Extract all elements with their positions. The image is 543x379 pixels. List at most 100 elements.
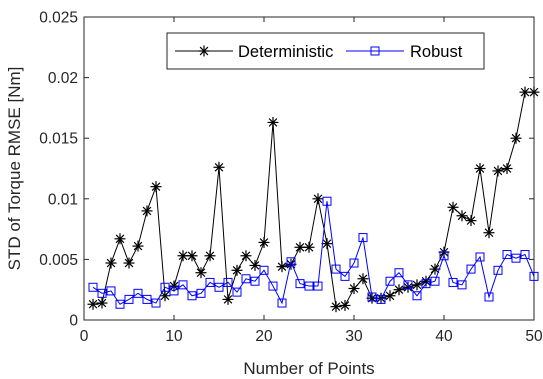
data-point-robust <box>376 294 386 304</box>
data-point-robust <box>295 279 305 289</box>
data-point-robust <box>385 276 395 286</box>
data-point-deterministic <box>141 205 153 217</box>
marker-stroke <box>214 162 224 172</box>
data-point-deterministic <box>510 132 522 144</box>
marker-stroke <box>169 281 179 291</box>
y-tick-label: 0.025 <box>39 10 78 27</box>
data-point-deterministic <box>267 116 279 128</box>
y-axis-ticks: 0 0.005 0.01 0.015 0.02 0.025 <box>39 10 534 330</box>
data-point-robust <box>106 286 116 296</box>
data-point-robust <box>88 282 98 292</box>
data-point-deterministic <box>465 215 477 227</box>
marker-stroke <box>430 264 440 274</box>
y-tick-label: 0.02 <box>48 70 78 87</box>
data-point-robust <box>196 288 206 298</box>
data-point-robust <box>493 265 503 275</box>
legend-entry-robust: Robust <box>346 43 463 61</box>
data-point-deterministic <box>258 236 270 248</box>
data-point-deterministic <box>348 282 360 294</box>
data-point-robust <box>520 250 530 260</box>
data-point-robust <box>403 280 413 290</box>
data-point-robust <box>340 271 350 281</box>
data-point-deterministic <box>393 284 405 296</box>
data-point-robust <box>151 298 161 308</box>
data-point-deterministic <box>321 238 333 250</box>
data-point-robust <box>511 253 521 263</box>
marker-stroke <box>259 238 269 247</box>
data-point-deterministic <box>96 297 108 309</box>
marker-stroke <box>232 265 242 275</box>
marker-stroke <box>250 261 260 270</box>
data-point-robust <box>124 294 134 304</box>
legend-marker-deterministic <box>198 45 210 57</box>
data-point-robust <box>475 252 485 262</box>
marker-stroke <box>199 46 209 56</box>
data-point-deterministic <box>303 241 315 253</box>
marker-stroke <box>493 166 503 176</box>
marker-stroke <box>223 295 233 304</box>
marker-stroke <box>295 242 305 252</box>
data-point-robust <box>169 286 179 296</box>
marker-stroke <box>394 285 404 295</box>
marker-stroke <box>88 299 98 309</box>
data-point-deterministic <box>312 193 324 205</box>
marker-stroke <box>268 118 278 127</box>
data-point-robust <box>304 281 314 291</box>
y-tick-label: 0.005 <box>39 252 78 269</box>
data-point-robust <box>259 265 269 275</box>
data-point-deterministic <box>87 298 99 310</box>
y-tick-label: 0 <box>69 313 78 330</box>
data-point-robust <box>430 276 440 286</box>
marker-stroke <box>277 262 287 271</box>
x-tick-label: 40 <box>435 328 453 345</box>
data-point-deterministic <box>123 257 135 269</box>
x-tick-label: 20 <box>255 328 273 345</box>
marker-stroke <box>421 276 431 286</box>
x-tick-label: 0 <box>80 328 89 345</box>
data-point-robust <box>349 258 359 268</box>
x-tick-label: 10 <box>165 328 183 345</box>
marker-stroke <box>97 298 107 308</box>
data-point-robust <box>178 280 188 290</box>
series-robust <box>88 196 539 309</box>
legend-marker-robust <box>370 46 380 56</box>
data-point-robust <box>277 298 287 308</box>
data-point-robust <box>439 251 449 261</box>
data-point-robust <box>313 281 323 291</box>
data-point-robust <box>466 264 476 274</box>
data-point-robust <box>286 257 296 267</box>
marker-stroke <box>529 87 539 97</box>
data-point-deterministic <box>447 201 459 213</box>
marker-stroke <box>124 258 134 268</box>
y-tick-label: 0.015 <box>39 131 78 148</box>
data-point-deterministic <box>483 227 495 239</box>
y-axis-label: STD of Torque RMSE [Nm] <box>5 67 24 271</box>
data-point-robust <box>322 196 332 206</box>
data-point-robust <box>232 287 242 297</box>
data-point-robust <box>448 277 458 287</box>
marker-stroke <box>457 211 467 221</box>
data-point-robust <box>115 299 125 309</box>
data-point-deterministic <box>222 293 234 305</box>
marker-stroke <box>160 291 170 301</box>
data-point-robust <box>133 288 143 298</box>
data-point-deterministic <box>276 261 288 273</box>
marker-stroke <box>448 202 458 212</box>
marker-stroke <box>106 258 116 268</box>
marker-stroke <box>484 228 494 238</box>
data-point-deterministic <box>456 210 468 222</box>
marker-stroke <box>178 251 188 261</box>
data-point-deterministic <box>429 263 441 275</box>
data-point-deterministic <box>105 257 117 269</box>
marker-stroke <box>286 259 296 269</box>
marker-stroke <box>304 242 314 252</box>
data-point-robust <box>394 268 404 278</box>
marker-stroke <box>142 206 152 216</box>
data-point-robust <box>457 280 467 290</box>
series-layer <box>87 86 540 313</box>
legend: Deterministic Robust <box>166 32 485 70</box>
marker-stroke <box>385 291 395 301</box>
data-point-robust <box>412 291 422 301</box>
data-point-robust <box>205 277 215 287</box>
